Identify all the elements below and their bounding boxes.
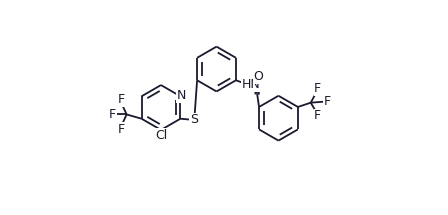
Text: F: F — [314, 82, 321, 95]
Text: S: S — [190, 113, 198, 126]
Text: F: F — [323, 95, 331, 108]
Text: F: F — [314, 109, 321, 122]
Text: F: F — [118, 93, 125, 106]
Text: HN: HN — [241, 78, 260, 91]
Text: O: O — [253, 70, 263, 83]
Text: F: F — [108, 108, 116, 121]
Text: Cl: Cl — [155, 129, 168, 142]
Text: F: F — [118, 123, 125, 136]
Text: N: N — [177, 89, 186, 102]
